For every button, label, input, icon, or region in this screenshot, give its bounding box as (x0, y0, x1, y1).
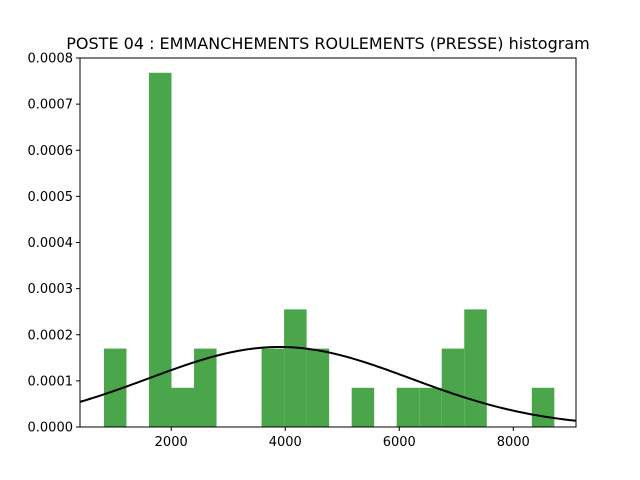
y-tick-label: 0.0007 (28, 98, 74, 113)
y-tick-label: 0.0002 (28, 328, 74, 343)
histogram-bar (419, 387, 442, 427)
x-tick-label: 4000 (269, 435, 302, 450)
histogram-bar (531, 387, 555, 427)
histogram-bar (306, 348, 330, 427)
normal-fit-curve (79, 346, 577, 422)
histogram-bar (261, 348, 285, 427)
x-axis-ticks: 2000 4000 6000 8000 (155, 427, 530, 450)
y-tick-label: 0.0003 (28, 282, 74, 297)
x-tick-label: 2000 (155, 435, 188, 450)
histogram-bar (194, 348, 217, 427)
histogram-bar (351, 387, 375, 427)
histogram-bar (441, 348, 465, 427)
y-tick-label: 0.0001 (28, 374, 74, 389)
histogram-bar (148, 72, 172, 427)
normal-curve-layer (79, 346, 577, 422)
histogram-bar (284, 309, 307, 427)
chart-title: POSTE 04 : EMMANCHEMENTS ROULEMENTS (PRE… (66, 34, 589, 53)
y-tick-label: 0.0008 (28, 52, 74, 67)
y-tick-label: 0.0005 (28, 190, 74, 205)
x-tick-label: 8000 (497, 435, 530, 450)
histogram-bar (464, 309, 487, 427)
y-axis-ticks: 0.0000 0.0001 0.0002 0.0003 0.0004 0.0005 0.00… (28, 52, 80, 436)
histogram-bars (103, 72, 555, 427)
y-tick-label: 0.0000 (28, 421, 74, 436)
x-tick-label: 6000 (383, 435, 416, 450)
y-tick-label: 0.0006 (28, 144, 74, 159)
histogram-bar (103, 348, 127, 427)
histogram-bar (171, 387, 195, 427)
y-tick-label: 0.0004 (28, 236, 74, 251)
histogram-bar (396, 387, 420, 427)
